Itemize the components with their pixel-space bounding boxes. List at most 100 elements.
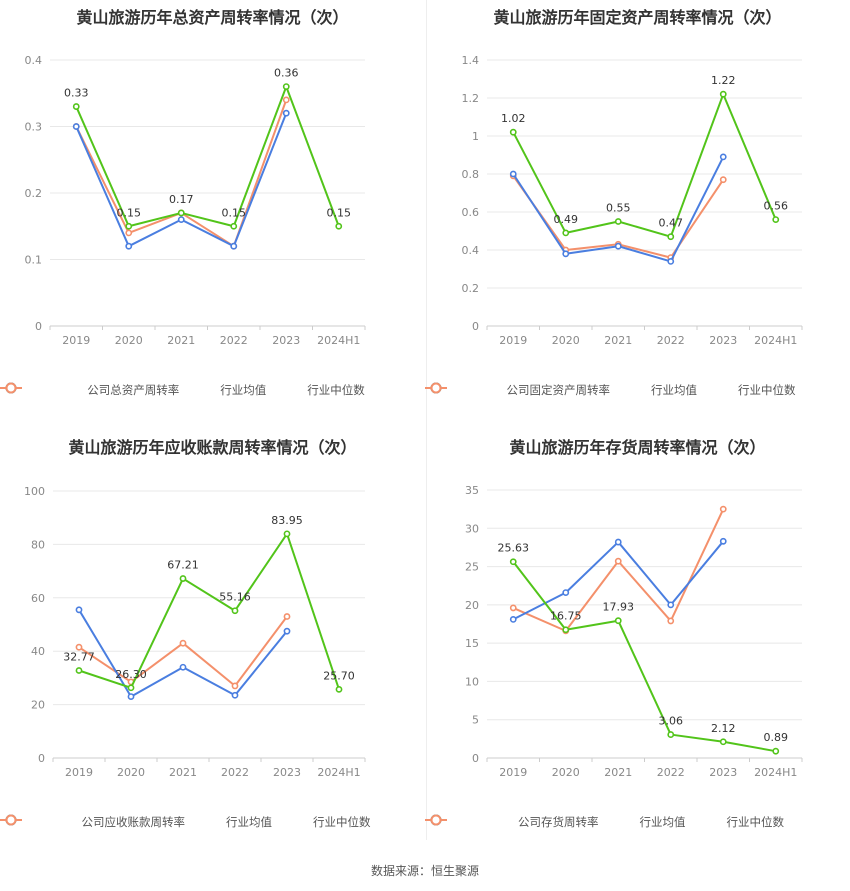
- data-point-avg[interactable]: [614, 242, 622, 250]
- y-tick-label: 80: [31, 538, 45, 551]
- data-point-median[interactable]: [719, 505, 727, 513]
- data-point-company[interactable]: [335, 685, 343, 693]
- data-point-avg[interactable]: [614, 538, 622, 546]
- chart-panel-receivables-turnover: 黄山旅游历年应收账款周转率情况（次） 0 20 40 60 80 100 2019 2020 2…: [0, 430, 425, 860]
- data-point-median[interactable]: [125, 229, 133, 237]
- data-point-median[interactable]: [719, 176, 727, 184]
- data-point-avg[interactable]: [562, 250, 570, 258]
- data-point-avg[interactable]: [562, 589, 570, 597]
- x-tick-label: 2021: [169, 766, 197, 779]
- legend-swatch-median: [0, 814, 308, 828]
- data-point-median[interactable]: [282, 96, 290, 104]
- data-point-company[interactable]: [509, 128, 517, 136]
- data-label: 83.95: [271, 514, 303, 527]
- data-label: 17.93: [603, 601, 635, 614]
- data-label: 0.15: [117, 206, 142, 219]
- x-tick-label: 2022: [220, 334, 248, 347]
- x-tick-label: 2023: [272, 334, 300, 347]
- chart-plot: 0 0.2 0.4 0.6 0.8 1 1.2 1.4 2019 2020 2021 2022 2023…: [462, 54, 803, 347]
- data-point-company[interactable]: [772, 216, 780, 223]
- legend-item-avg[interactable]: 行业均值: [0, 814, 272, 830]
- chart-title: 黄山旅游历年总资产周转率情况（次）: [76, 8, 349, 27]
- y-tick-label: 0.8: [462, 168, 480, 181]
- x-tick-label: 2024H1: [754, 766, 797, 779]
- legend-item-median[interactable]: 行业中位数: [0, 382, 365, 398]
- y-tick-label: 5: [472, 714, 479, 727]
- data-point-avg[interactable]: [509, 170, 517, 178]
- data-point-company[interactable]: [667, 731, 675, 738]
- x-tick-label: 2020: [115, 334, 143, 347]
- data-point-median[interactable]: [75, 643, 83, 651]
- legend-item-median[interactable]: 行业中位数: [425, 382, 796, 398]
- legend-item-median[interactable]: 行业中位数: [0, 814, 371, 830]
- data-point-company[interactable]: [127, 684, 135, 692]
- data-point-avg[interactable]: [125, 242, 133, 250]
- y-tick-label: 0.3: [25, 121, 43, 134]
- data-point-avg[interactable]: [177, 216, 185, 223]
- legend-swatch-avg: [0, 382, 215, 396]
- data-point-company[interactable]: [667, 233, 675, 241]
- legend-label: 公司存货周转率: [518, 815, 599, 829]
- data-point-company[interactable]: [562, 626, 570, 634]
- data-point-company[interactable]: [772, 747, 780, 755]
- legend-item-median[interactable]: 行业中位数: [425, 814, 784, 830]
- data-point-company[interactable]: [72, 103, 80, 110]
- series-line-company: [512, 93, 777, 238]
- data-point-company[interactable]: [509, 558, 517, 566]
- x-tick-label: 2023: [273, 766, 301, 779]
- data-point-avg[interactable]: [75, 606, 83, 614]
- data-point-company[interactable]: [282, 83, 290, 90]
- data-point-avg[interactable]: [509, 616, 517, 623]
- data-point-median[interactable]: [179, 639, 187, 647]
- legend-item-company[interactable]: 公司固定资产周转率: [425, 382, 610, 398]
- legend-item-company[interactable]: 公司总资产周转率: [0, 382, 179, 398]
- y-tick-label: 0: [472, 320, 479, 333]
- data-point-avg[interactable]: [127, 693, 135, 700]
- y-tick-label: 0.6: [462, 206, 480, 219]
- data-label: 16.75: [550, 610, 582, 623]
- data-point-company[interactable]: [614, 617, 622, 625]
- data-point-avg[interactable]: [719, 153, 727, 161]
- data-point-company[interactable]: [179, 575, 187, 582]
- data-point-median[interactable]: [231, 682, 239, 690]
- data-point-avg[interactable]: [719, 537, 727, 545]
- data-point-company[interactable]: [230, 222, 238, 230]
- data-point-company[interactable]: [719, 90, 727, 98]
- data-point-avg[interactable]: [667, 601, 675, 609]
- chart-title: 黄山旅游历年应收账款周转率情况（次）: [68, 438, 357, 457]
- data-point-median[interactable]: [667, 617, 675, 625]
- legend-item-avg[interactable]: 行业均值: [425, 382, 697, 398]
- legend-item-company[interactable]: 公司应收账款周转率: [0, 814, 186, 830]
- data-point-company[interactable]: [177, 209, 185, 217]
- data-point-avg[interactable]: [283, 627, 291, 635]
- y-tick-label: 0.1: [25, 254, 43, 267]
- data-point-avg[interactable]: [282, 109, 290, 117]
- x-tick-label: 2020: [552, 334, 580, 347]
- data-point-median[interactable]: [614, 557, 622, 565]
- data-point-company[interactable]: [231, 607, 239, 615]
- data-point-avg[interactable]: [179, 663, 187, 671]
- data-label: 0.55: [606, 202, 631, 215]
- data-point-median[interactable]: [283, 613, 291, 620]
- data-point-company[interactable]: [335, 222, 343, 230]
- data-point-avg[interactable]: [667, 257, 675, 265]
- legend-item-company[interactable]: 公司存货周转率: [425, 814, 599, 830]
- data-point-company[interactable]: [719, 738, 727, 746]
- data-point-median[interactable]: [509, 604, 517, 612]
- data-point-company[interactable]: [75, 667, 83, 674]
- data-point-avg[interactable]: [230, 242, 238, 250]
- data-point-avg[interactable]: [72, 123, 80, 130]
- legend-label: 公司应收账款周转率: [81, 815, 186, 829]
- data-point-company[interactable]: [614, 218, 622, 225]
- legend-item-avg[interactable]: 行业均值: [0, 382, 266, 398]
- x-tick-label: 2019: [65, 766, 93, 779]
- data-point-company[interactable]: [125, 222, 133, 230]
- legend-item-avg[interactable]: 行业均值: [425, 814, 686, 830]
- data-label: 0.49: [554, 213, 579, 226]
- y-tick-label: 20: [465, 599, 479, 612]
- data-point-avg[interactable]: [231, 691, 239, 699]
- data-point-company[interactable]: [283, 530, 291, 538]
- data-point-company[interactable]: [562, 229, 570, 237]
- data-label: 3.06: [659, 715, 684, 728]
- y-tick-label: 15: [465, 637, 479, 650]
